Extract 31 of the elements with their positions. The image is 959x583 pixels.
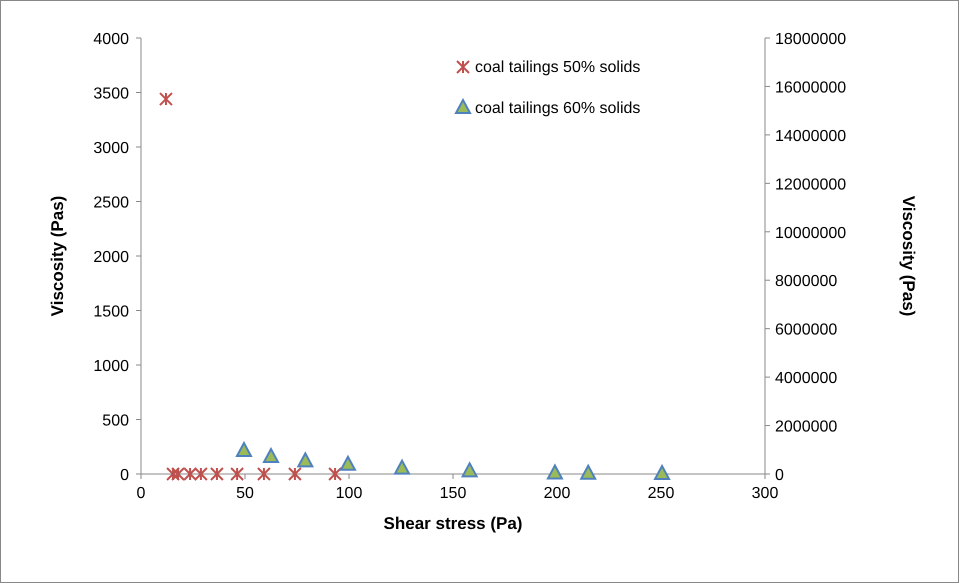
y2-tick-label: 0: [775, 467, 784, 484]
x-tick-label: 50: [236, 485, 254, 502]
x-tick-label: 250: [648, 485, 674, 502]
x-tick-label: 200: [544, 485, 570, 502]
y-tick-label: 2000: [93, 249, 130, 266]
y2-tick-label: 8000000: [775, 273, 838, 290]
y2-axis-title: Viscosity (Pas): [899, 196, 918, 316]
y2-tick-label: 14000000: [775, 128, 846, 145]
y2-tick-label: 6000000: [775, 322, 838, 339]
y-tick-label: 1000: [93, 358, 130, 375]
y-tick-label: 3000: [93, 140, 130, 157]
x-tick-label: 0: [136, 485, 146, 502]
x-tick-label: 100: [336, 485, 362, 502]
x-tick-label: 300: [752, 485, 778, 502]
y-tick-label: 500: [102, 412, 130, 430]
y2-tick-label: 2000000: [775, 418, 838, 436]
y2-tick-label: 10000000: [775, 224, 846, 242]
y-tick-label: 2500: [93, 194, 130, 212]
x-tick-label: 150: [440, 485, 466, 502]
legend-label: coal tailings 60% solids: [475, 100, 640, 117]
y-tick-label: 0: [120, 467, 130, 484]
y2-tick-label: 18000000: [775, 31, 846, 48]
y2-tick-label: 16000000: [775, 79, 846, 96]
y-tick-label: 1500: [93, 304, 130, 320]
y2-tick-label: 4000000: [775, 370, 838, 388]
y-axis-title: Viscosity (Pas): [48, 196, 67, 316]
legend-label: coal tailings 50% solids: [475, 59, 640, 76]
x-axis-title: Shear stress (Pa): [384, 514, 522, 533]
y-tick-label: 3500: [93, 86, 130, 102]
y2-tick-label: 12000000: [775, 176, 846, 194]
y-tick-label: 4000: [93, 31, 130, 48]
